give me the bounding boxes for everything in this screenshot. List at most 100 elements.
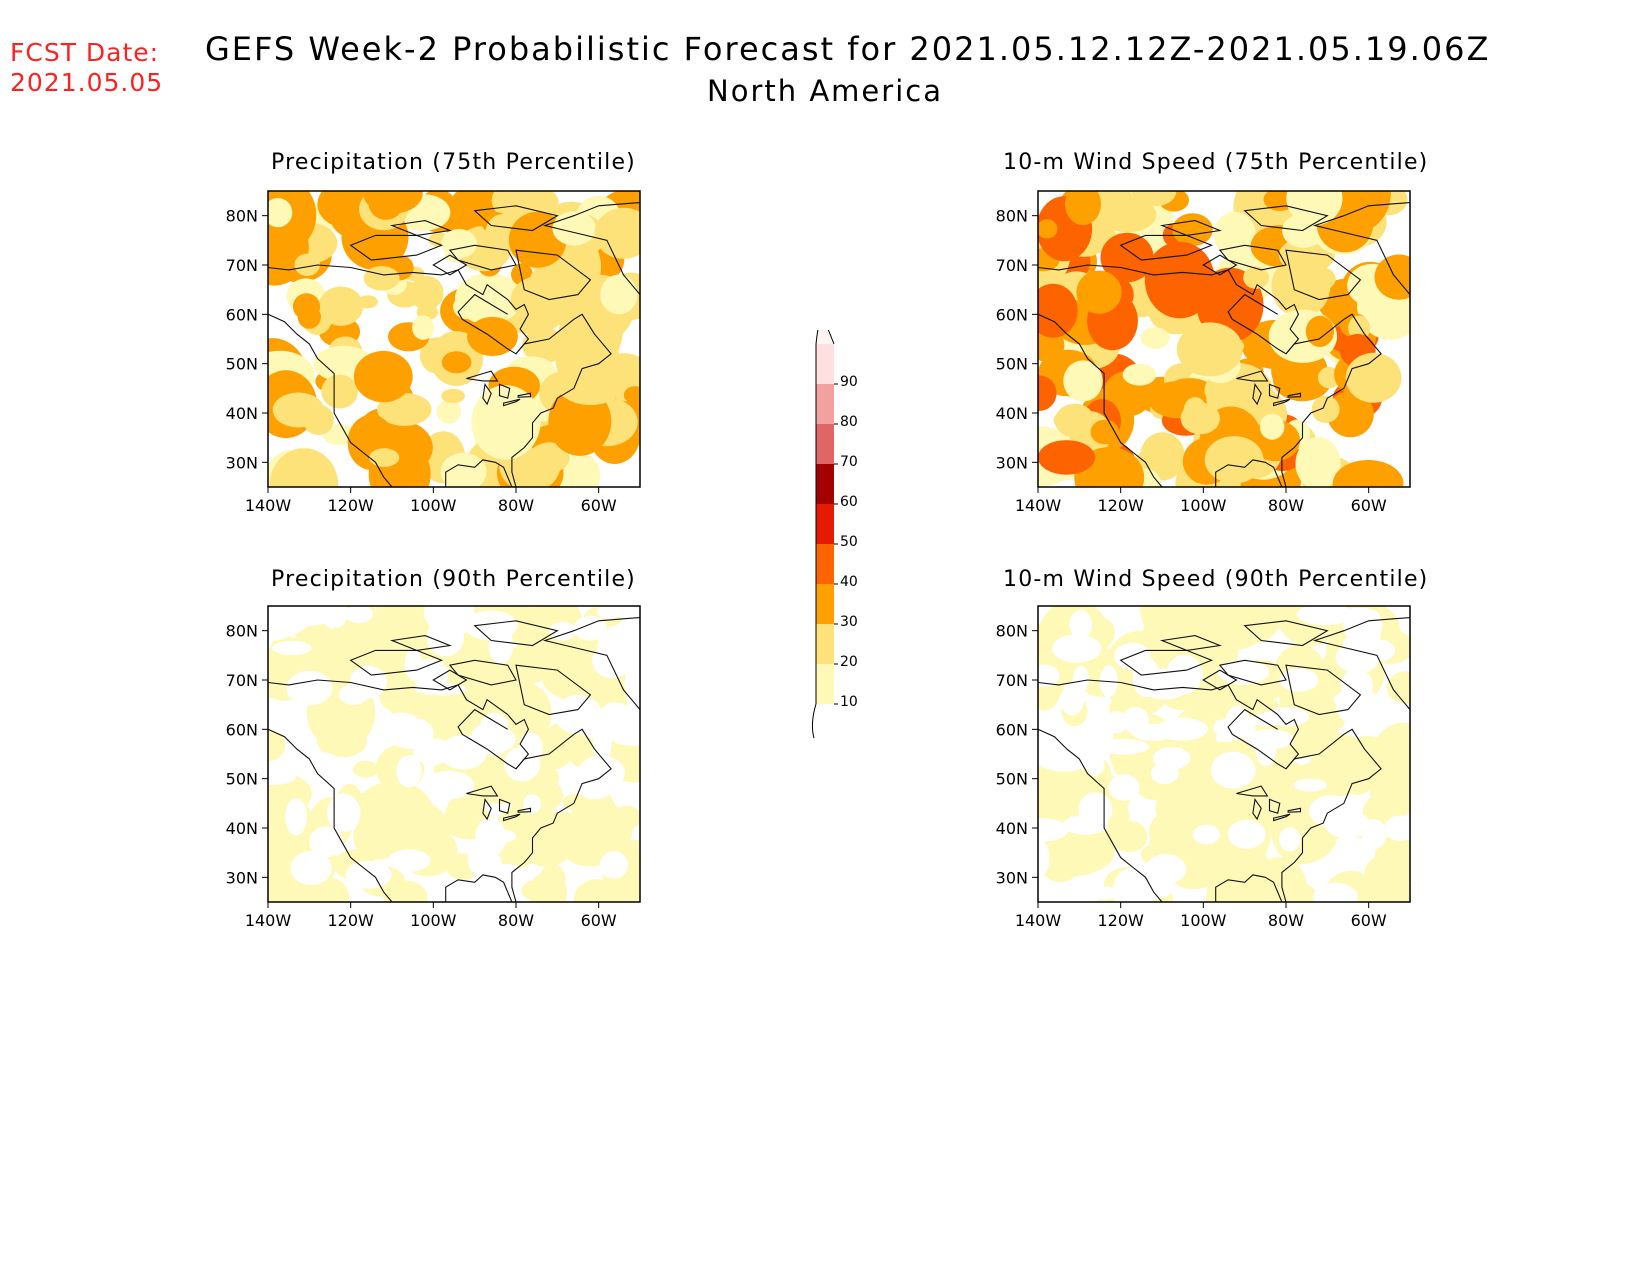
fcst-date-label: FCST Date:: [10, 38, 160, 67]
lon-label: 120W: [1097, 496, 1144, 515]
lon-label: 80W: [498, 911, 534, 930]
probability-shade: [1279, 827, 1301, 852]
probability-shade: [338, 612, 402, 664]
map-precip75: 80N 70N 60N 50N 40N 30N 140W 120W 100W 80W 60W: [226, 190, 641, 515]
probability-shade: [302, 622, 329, 648]
coastline: [1252, 797, 1262, 821]
coastline: [349, 234, 444, 261]
probability-shade: [440, 452, 487, 487]
probability-shade: [1105, 711, 1129, 734]
coastline: [1119, 649, 1214, 676]
probability-shade: [441, 229, 477, 259]
probability-shade: [1110, 820, 1148, 853]
lat-label: 70N: [226, 256, 258, 275]
probability-shade: [465, 886, 488, 902]
lat-label: 50N: [996, 355, 1028, 374]
lat-label: 30N: [226, 453, 258, 472]
probability-shade: [1048, 825, 1108, 876]
colorbar-end-cap: [811, 703, 817, 739]
probability-shade: [1122, 707, 1149, 734]
coastline: [1243, 620, 1329, 647]
probability-shade: [1112, 875, 1136, 902]
probability-shade: [1108, 774, 1140, 801]
probability-shade: [1060, 685, 1084, 716]
probability-shade: [352, 760, 379, 778]
probability-shade: [363, 266, 400, 291]
coastline: [1236, 785, 1269, 797]
coastline: [1287, 392, 1302, 398]
coastline: [268, 264, 530, 355]
probability-shade: [1038, 375, 1057, 411]
lat-label: 50N: [226, 770, 258, 789]
probability-shade: [577, 755, 625, 790]
probability-shade: [1073, 666, 1090, 693]
coastline: [1159, 220, 1222, 236]
probability-shade: [409, 275, 444, 310]
probability-shade: [1090, 419, 1120, 445]
probability-shade: [1155, 717, 1208, 741]
coastline: [498, 383, 511, 399]
panel-title-precip90: Precipitation (90th Percentile): [271, 567, 636, 592]
lon-label: 140W: [1015, 496, 1062, 515]
coastline: [432, 669, 468, 691]
probability-shade: [554, 357, 626, 405]
probability-shade: [554, 694, 602, 735]
lat-label: 40N: [996, 819, 1028, 838]
probability-shade: [369, 448, 400, 467]
fcst-date-value: 2021.05.05: [10, 68, 164, 97]
probability-shade: [309, 826, 344, 858]
lon-label: 80W: [498, 496, 534, 515]
probability-shade: [1210, 751, 1256, 789]
probability-shade: [548, 621, 576, 641]
probability-shade: [1337, 607, 1380, 623]
lat-label: 80N: [996, 622, 1028, 641]
figure-title: GEFS Week-2 Probabilistic Forecast for 2…: [205, 30, 1491, 68]
probability-shade: [412, 737, 452, 765]
probability-shade: [1332, 460, 1404, 487]
probability-shade: [1131, 191, 1177, 207]
coastline: [503, 813, 521, 822]
colorbar-label: 20: [840, 654, 858, 670]
probability-shade: [490, 808, 542, 869]
probability-shade: [1190, 685, 1224, 718]
probability-shade: [272, 392, 325, 428]
lon-label: 80W: [1268, 911, 1304, 930]
probability-shade: [269, 448, 339, 487]
coastline: [1281, 728, 1382, 902]
probability-shade: [1286, 191, 1343, 226]
coastline: [1038, 264, 1300, 355]
colorbar: 10 20 30 40 50 60 70 80 90: [811, 330, 858, 739]
lat-label: 40N: [996, 404, 1028, 423]
coastline: [1119, 234, 1214, 261]
coastline: [432, 254, 468, 276]
coastline: [1159, 635, 1222, 651]
colorbar-label: 90: [840, 374, 858, 390]
probability-shade: [1180, 402, 1220, 435]
probability-shade: [1192, 824, 1220, 845]
lat-label: 70N: [996, 671, 1028, 690]
probability-shade: [1336, 686, 1379, 726]
probability-shade: [272, 640, 312, 656]
probability-shade: [573, 615, 608, 641]
probability-shade: [1345, 352, 1402, 403]
lon-label: 80W: [1268, 496, 1304, 515]
lon-label: 60W: [1351, 911, 1387, 930]
lat-label: 50N: [226, 355, 258, 374]
probability-shade: [1327, 391, 1374, 438]
coastline: [268, 679, 530, 770]
lon-label: 120W: [327, 911, 374, 930]
probability-shade: [395, 802, 450, 865]
coastline: [503, 398, 521, 407]
probability-shade: [353, 814, 404, 860]
coastline: [466, 785, 499, 797]
probability-shade: [345, 606, 373, 624]
probability-shade: [349, 665, 388, 699]
lon-label: 140W: [1015, 911, 1062, 930]
probability-shade: [471, 385, 541, 460]
probability-shade: [566, 802, 633, 855]
probability-shade: [453, 294, 481, 319]
lat-label: 80N: [996, 207, 1028, 226]
colorbar-label: 40: [840, 574, 858, 590]
probability-shade: [508, 211, 567, 268]
probability-shade: [1038, 754, 1090, 772]
